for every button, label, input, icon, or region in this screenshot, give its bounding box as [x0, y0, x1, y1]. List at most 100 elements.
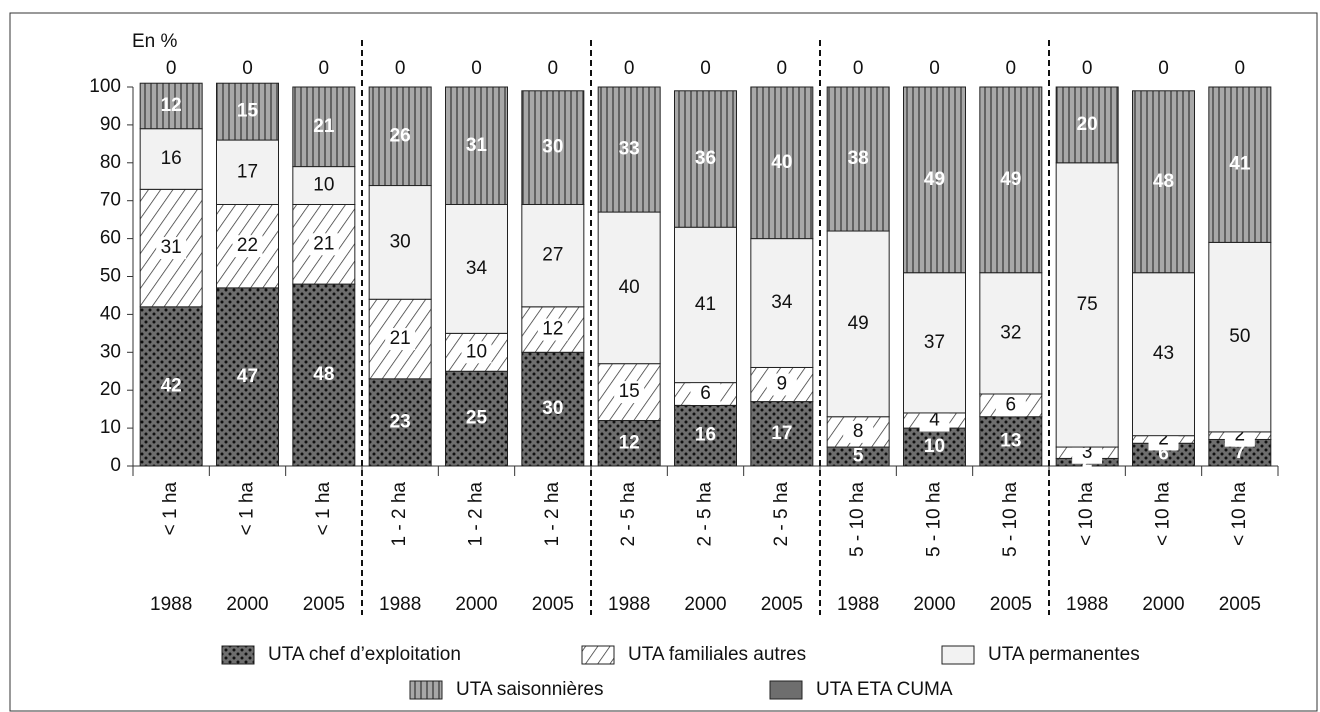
value-label: 21	[313, 233, 334, 254]
bar-segment	[216, 139, 279, 205]
value-label: 38	[848, 148, 869, 169]
value-label-bg	[537, 318, 568, 341]
y-tick-label: 40	[100, 303, 121, 324]
value-label-bg	[156, 237, 187, 260]
bar-segment	[292, 283, 356, 467]
legend-label: UTA permanentes	[988, 644, 1140, 665]
value-label: 36	[695, 148, 716, 169]
year-label: 1988	[608, 594, 650, 615]
value-label: 5	[853, 446, 864, 467]
bar-segment	[1208, 86, 1272, 243]
value-label: 2	[1235, 425, 1246, 446]
value-label: 8	[853, 421, 864, 442]
x-tick-label: 5 - 10 ha	[1000, 482, 1021, 557]
y-tick-label: 20	[100, 379, 121, 400]
value-label: 16	[161, 148, 182, 169]
x-tick-label: < 10 ha	[1076, 482, 1097, 546]
value-label: 10	[313, 175, 334, 196]
value-label: 10	[924, 436, 945, 457]
value-label: 12	[542, 319, 563, 340]
legend-swatch	[221, 645, 255, 665]
value-label: 33	[619, 139, 640, 160]
frame	[9, 12, 1318, 712]
x-tick-label: 2 - 5 ha	[771, 482, 792, 547]
x-tick-label: 5 - 10 ha	[924, 482, 945, 557]
value-label: 6	[1158, 444, 1169, 465]
value-label: 15	[237, 101, 259, 122]
value-label: 30	[390, 231, 411, 252]
value-label: 48	[313, 364, 334, 385]
value-label: 0	[777, 58, 788, 79]
bar-segment	[903, 86, 966, 274]
value-label: 40	[771, 152, 792, 173]
value-label: 0	[242, 58, 253, 79]
legend-swatch	[581, 645, 615, 665]
value-label: 0	[1235, 58, 1246, 79]
value-label: 48	[1153, 171, 1174, 192]
value-label: 0	[929, 58, 940, 79]
value-label: 34	[466, 258, 488, 279]
bar-segment	[826, 86, 890, 232]
x-tick-label: 1 - 2 ha	[542, 482, 563, 547]
year-label: 2005	[303, 594, 345, 615]
value-label: 30	[542, 398, 563, 419]
legend-label: UTA chef d’exploitation	[268, 644, 461, 665]
bar-segment	[139, 128, 203, 190]
x-tick-label: < 1 ha	[237, 482, 258, 536]
value-label: 4	[929, 410, 940, 431]
legend-swatch	[409, 680, 443, 700]
legend-swatch	[941, 645, 975, 665]
value-label-bg	[308, 233, 339, 256]
value-label-bg	[766, 373, 797, 396]
value-label-bg	[843, 420, 874, 443]
value-label: 49	[1000, 169, 1021, 190]
value-label: 0	[853, 58, 864, 79]
value-label: 0	[1082, 58, 1093, 79]
year-label: 1988	[837, 594, 879, 615]
value-label: 0	[1158, 58, 1169, 79]
bar-segment	[1132, 272, 1195, 437]
value-label-bg	[461, 341, 492, 364]
y-tick-label: 80	[100, 152, 121, 173]
year-label: 2005	[1219, 594, 1261, 615]
value-label: 12	[619, 432, 640, 453]
value-label: 31	[466, 135, 488, 156]
bar-segment	[216, 287, 279, 467]
value-label: 0	[700, 58, 711, 79]
value-label: 49	[924, 169, 945, 190]
value-label: 0	[166, 58, 177, 79]
value-label: 2	[1158, 428, 1169, 449]
value-label: 17	[771, 423, 792, 444]
year-label: 2000	[455, 594, 497, 615]
value-label: 49	[848, 313, 869, 334]
y-tick-label: 30	[100, 341, 121, 362]
value-label-bg	[690, 382, 721, 405]
value-label-bg	[919, 409, 950, 432]
value-label: 50	[1229, 326, 1250, 347]
x-tick-label: < 1 ha	[313, 482, 334, 536]
value-label: 31	[161, 237, 182, 258]
value-label: 23	[390, 411, 411, 432]
year-label: 1988	[150, 594, 192, 615]
value-label: 34	[771, 292, 793, 313]
value-label: 41	[695, 294, 716, 315]
value-label: 17	[237, 161, 258, 182]
value-label-bg	[995, 394, 1026, 417]
value-label: 10	[466, 341, 487, 362]
value-label: 26	[390, 125, 411, 146]
bar-segment	[597, 420, 661, 467]
value-label: 40	[619, 277, 640, 298]
value-label: 37	[924, 332, 945, 353]
y-tick-label: 0	[110, 455, 121, 476]
value-label: 0	[471, 58, 482, 79]
value-label: 75	[1077, 294, 1098, 315]
value-label: 41	[1229, 154, 1251, 175]
bar-segment	[979, 86, 1043, 274]
value-label: 15	[619, 381, 640, 402]
value-label: 0	[395, 58, 406, 79]
x-tick-label: 1 - 2 ha	[466, 482, 487, 547]
value-label: 16	[695, 425, 716, 446]
value-label: 30	[542, 137, 563, 158]
bar-segment	[292, 86, 356, 168]
